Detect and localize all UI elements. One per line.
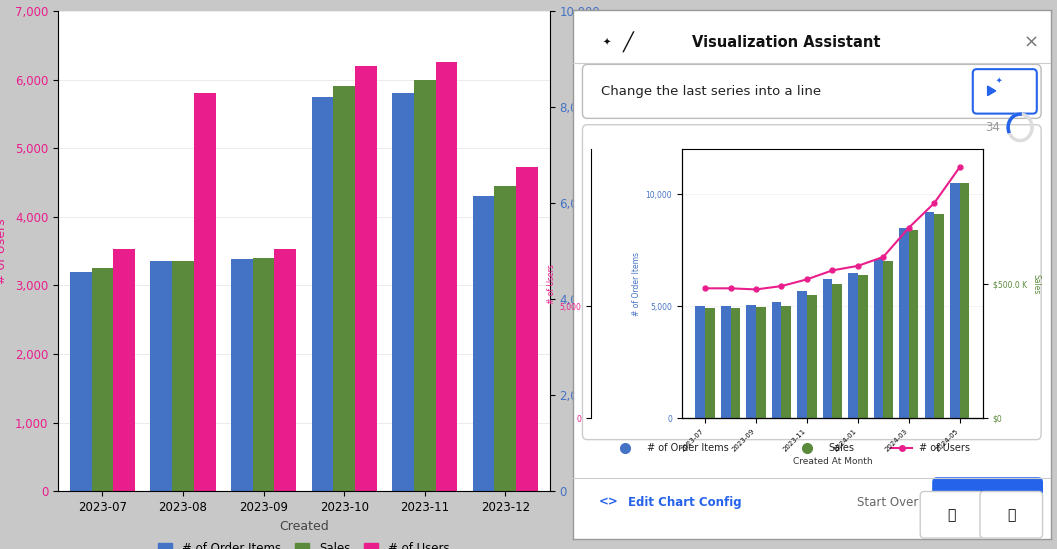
Bar bbox=[721, 306, 730, 418]
FancyBboxPatch shape bbox=[980, 491, 1042, 538]
Y-axis label: Sales: Sales bbox=[1032, 273, 1041, 294]
Y-axis label: # of Order Items: # of Order Items bbox=[608, 199, 620, 304]
Y-axis label: # of Users: # of Users bbox=[0, 219, 8, 284]
FancyBboxPatch shape bbox=[582, 125, 1041, 440]
Text: Change the last series into a line: Change the last series into a line bbox=[600, 85, 820, 98]
Text: Start Over: Start Over bbox=[857, 496, 919, 508]
Text: Sales: Sales bbox=[829, 443, 854, 453]
Bar bbox=[193, 93, 216, 491]
Bar bbox=[960, 183, 969, 418]
Bar bbox=[333, 86, 355, 491]
Bar bbox=[756, 307, 765, 418]
Text: 34: 34 bbox=[985, 121, 1000, 134]
Bar bbox=[150, 261, 172, 491]
Y-axis label: # of Users: # of Users bbox=[546, 264, 556, 304]
Text: ✦: ✦ bbox=[602, 38, 610, 48]
Text: Visualization Assistant: Visualization Assistant bbox=[692, 35, 880, 50]
Bar bbox=[696, 306, 705, 418]
Bar bbox=[746, 305, 756, 418]
Bar bbox=[113, 249, 135, 491]
Bar bbox=[253, 258, 275, 491]
Bar bbox=[900, 228, 909, 418]
X-axis label: Created: Created bbox=[279, 520, 329, 533]
FancyBboxPatch shape bbox=[972, 69, 1037, 114]
Text: # of Order Items: # of Order Items bbox=[647, 443, 728, 453]
FancyBboxPatch shape bbox=[582, 64, 1041, 119]
Bar bbox=[275, 249, 296, 491]
Text: ✦: ✦ bbox=[996, 75, 1002, 84]
Bar bbox=[925, 212, 934, 418]
Text: <>: <> bbox=[599, 496, 619, 508]
Bar bbox=[355, 66, 376, 491]
Bar bbox=[781, 306, 791, 418]
FancyBboxPatch shape bbox=[921, 491, 983, 538]
Bar bbox=[934, 214, 944, 418]
Bar bbox=[231, 259, 253, 491]
FancyBboxPatch shape bbox=[932, 477, 1043, 529]
Bar bbox=[414, 80, 435, 491]
Bar bbox=[312, 97, 333, 491]
Bar bbox=[848, 273, 858, 418]
Legend: # of Order Items, Sales, # of Users: # of Order Items, Sales, # of Users bbox=[153, 537, 455, 549]
Bar bbox=[435, 63, 458, 491]
Bar bbox=[495, 186, 516, 491]
Bar bbox=[172, 261, 193, 491]
X-axis label: Created At Month: Created At Month bbox=[793, 457, 872, 466]
Bar bbox=[909, 230, 919, 418]
Bar bbox=[884, 261, 893, 418]
Bar bbox=[516, 167, 538, 491]
Bar bbox=[950, 183, 960, 418]
Text: ×: × bbox=[1024, 33, 1039, 52]
Bar bbox=[858, 275, 868, 418]
Text: # of Users: # of Users bbox=[920, 443, 970, 453]
Text: 👎: 👎 bbox=[1007, 508, 1016, 522]
Bar bbox=[822, 279, 833, 418]
Text: ╱: ╱ bbox=[623, 32, 633, 53]
Text: Edit Chart Config: Edit Chart Config bbox=[628, 496, 741, 508]
Bar bbox=[92, 267, 113, 491]
Y-axis label: # of Order Items: # of Order Items bbox=[632, 252, 642, 316]
Bar bbox=[392, 93, 414, 491]
Bar bbox=[70, 272, 92, 491]
Text: Apply: Apply bbox=[965, 496, 1009, 509]
Bar bbox=[772, 302, 781, 418]
Text: 👍: 👍 bbox=[947, 508, 956, 522]
Bar bbox=[874, 259, 884, 418]
Bar bbox=[705, 309, 715, 418]
Bar bbox=[797, 290, 806, 418]
Polygon shape bbox=[987, 86, 996, 96]
Bar bbox=[806, 295, 817, 418]
Bar bbox=[833, 284, 842, 418]
Bar bbox=[730, 309, 740, 418]
Bar bbox=[472, 196, 495, 491]
